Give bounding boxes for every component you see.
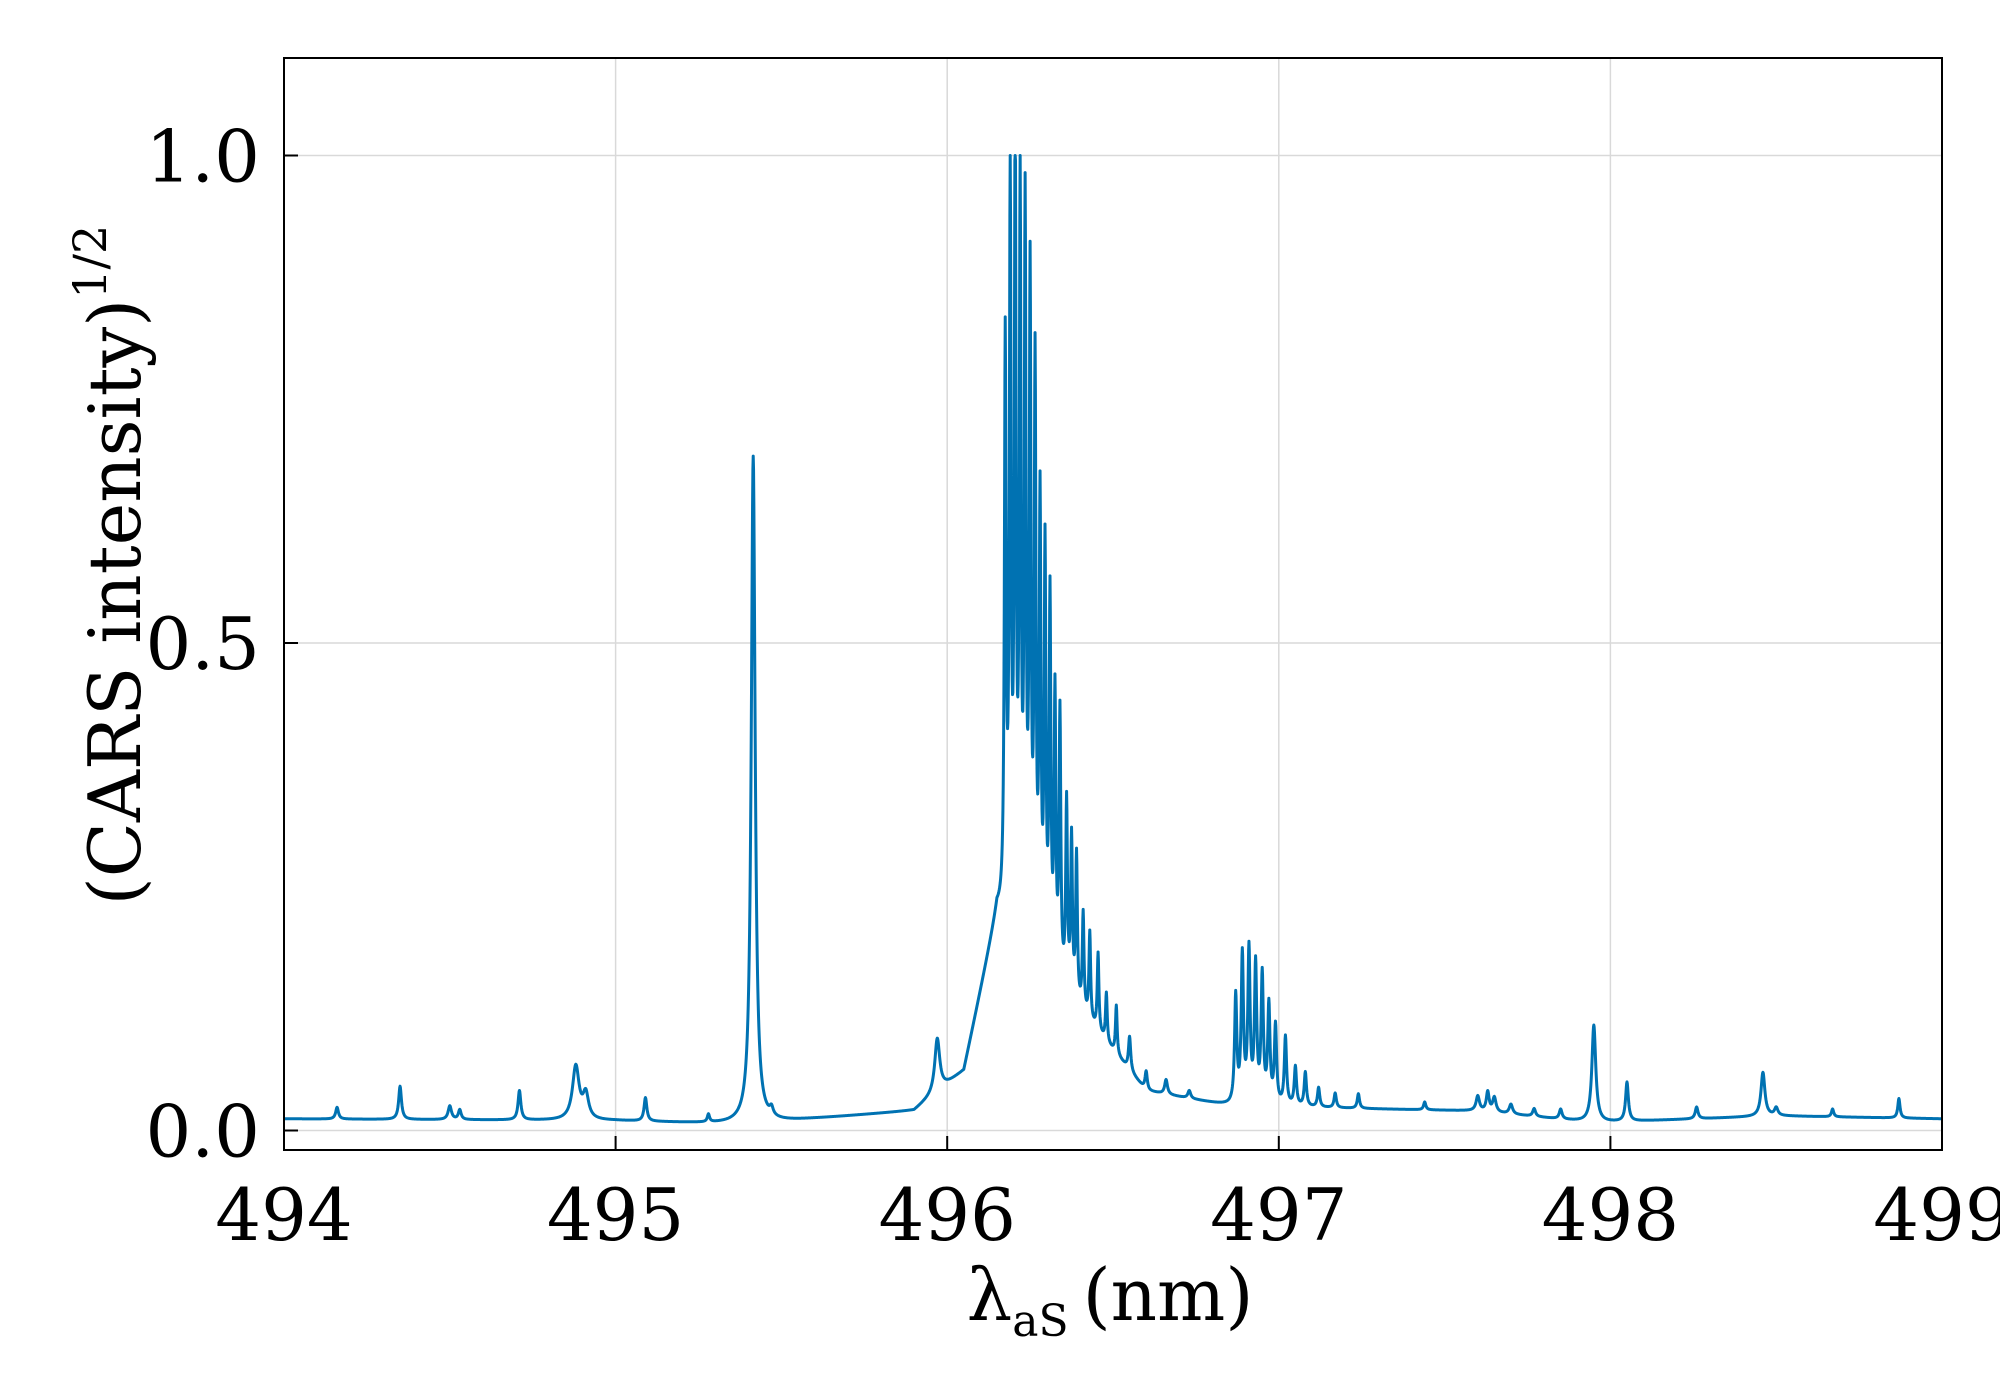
x-tick-label: 497	[1210, 1173, 1347, 1257]
y-tick-labels: 0.0 0.5 1.0	[145, 115, 260, 1174]
ticks	[283, 154, 1943, 1150]
x-tick-labels: 494 495 496 497 498 499	[215, 1173, 2000, 1257]
y-axis-label: (CARS intensity)1/2	[63, 225, 157, 906]
y-tick-label: 1.0	[145, 115, 260, 199]
x-tick-label: 498	[1542, 1173, 1679, 1257]
plot-frame	[283, 57, 1943, 1151]
x-axis-label: λaS (nm)	[967, 1253, 1254, 1347]
y-tick-label: 0.5	[145, 602, 260, 686]
x-tick-label: 494	[215, 1173, 352, 1257]
x-tick-label: 499	[1873, 1173, 2000, 1257]
spectrum-line	[282, 154, 1944, 1124]
x-tick-label: 495	[547, 1173, 684, 1257]
y-tick-label: 0.0	[145, 1090, 260, 1174]
x-tick-label: 496	[878, 1173, 1015, 1257]
